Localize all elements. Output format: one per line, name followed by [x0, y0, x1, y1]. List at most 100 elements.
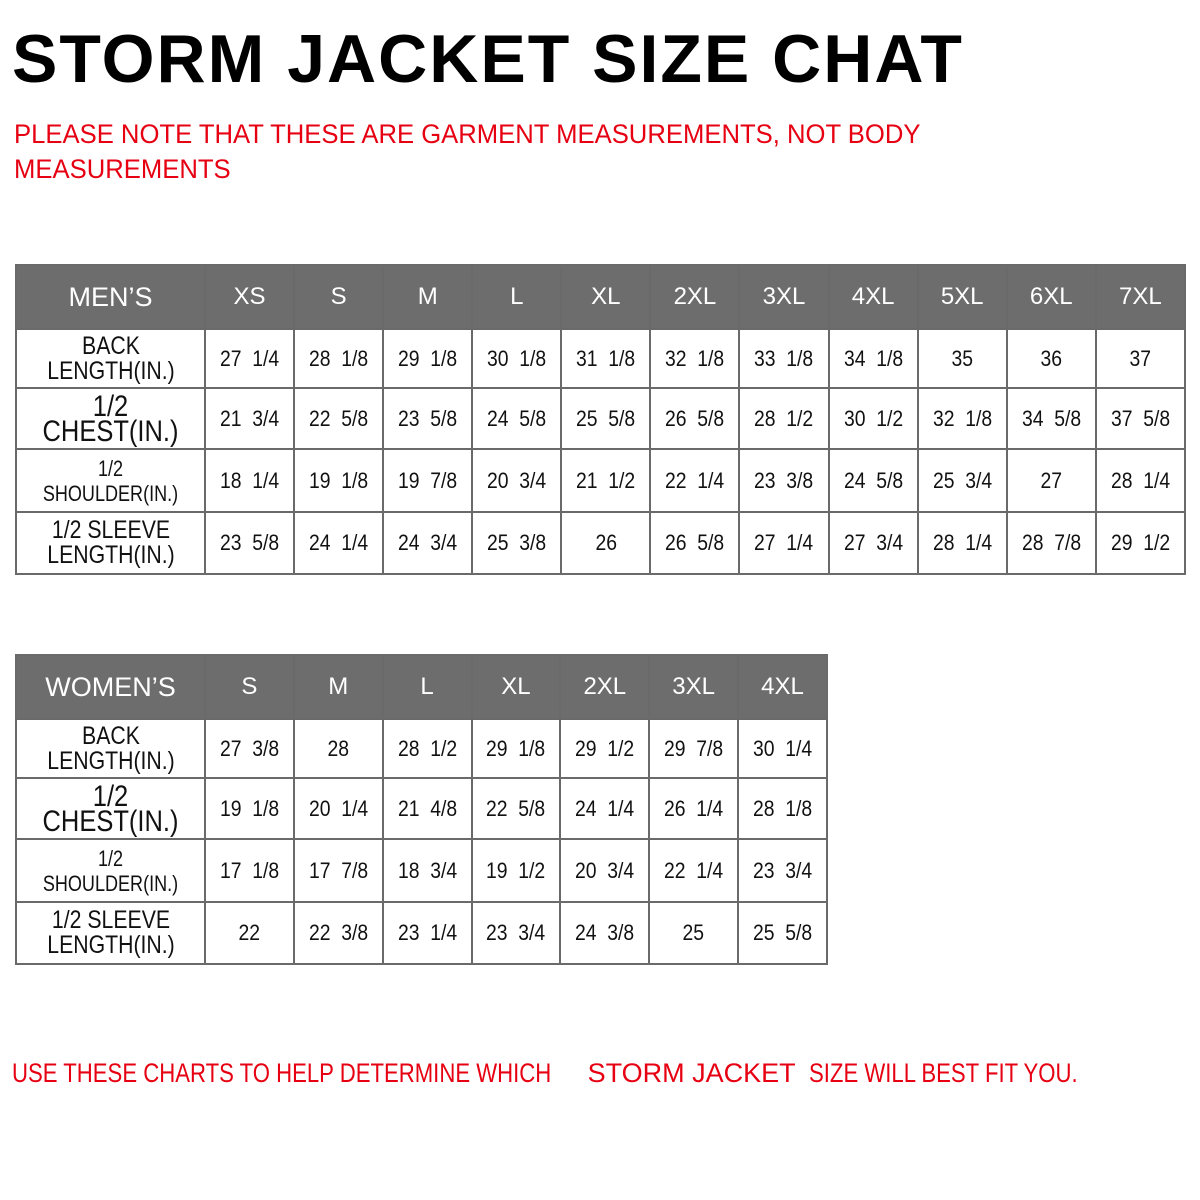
- measurement-cell: 19 1/2: [470, 838, 562, 903]
- measurement-value: 29 1/8: [486, 735, 546, 761]
- measurement-value: 18 1/4: [219, 467, 280, 493]
- measurement-value: 25: [682, 920, 705, 945]
- footer-note: USE THESE CHARTS TO HELP DETERMINE WHICH…: [12, 1058, 1137, 1089]
- row-label-text: 1/2 SHOULDER(IN.): [42, 845, 179, 896]
- measurement-cell: 35: [916, 328, 1008, 389]
- measurement-value: 19 1/8: [219, 795, 279, 821]
- table-row: 1/2 SHOULDER(IN.) 18 1/4 19 1/8 19 7/8 20 3/…: [15, 448, 1187, 513]
- row-label-text: 1/2 SLEEVE LENGTH(IN.): [46, 516, 175, 569]
- page-title: STORM JACKET SIZE CHAT: [12, 21, 964, 97]
- measurement-cell: 23 1/4: [381, 901, 473, 965]
- row-label-text: 1/2 SHOULDER(IN.): [42, 455, 179, 506]
- footer-part1: USE THESE CHARTS TO HELP DETERMINE WHICH: [12, 1058, 552, 1088]
- measurement-value: 22 1/4: [665, 467, 725, 493]
- corner-header: WOMEN’S: [15, 654, 206, 720]
- size-header: 3XL: [738, 264, 830, 330]
- measurement-cell: 29 1/8: [470, 718, 562, 779]
- size-header: M: [382, 264, 474, 330]
- measurement-value: 19 1/8: [309, 467, 369, 493]
- measurement-value: 31 1/8: [576, 345, 636, 371]
- measurement-value: 25 3/4: [932, 467, 992, 493]
- measurement-cell: 19 7/8: [382, 448, 474, 513]
- measurement-cell: 22 1/4: [648, 838, 740, 903]
- measurement-value: 27 1/4: [219, 345, 280, 371]
- measurement-cell: 24 5/8: [471, 387, 563, 450]
- measurement-value: 19 1/2: [486, 857, 546, 883]
- measurement-value: 37 5/8: [1110, 405, 1170, 431]
- measurement-value: 28 1/2: [754, 405, 814, 431]
- footer-product-name: STORM JACKET: [587, 1058, 796, 1088]
- measurement-cell: 25 5/8: [560, 387, 652, 450]
- measurement-value: 22 5/8: [486, 795, 546, 821]
- measurement-value: 30 1/2: [843, 405, 903, 431]
- measurement-value: 24 3/4: [398, 530, 458, 555]
- measurement-cell: 17 7/8: [292, 838, 384, 903]
- row-label-text: 1/2 CHEST(IN.): [42, 389, 179, 448]
- measurement-cell: 27 3/8: [204, 718, 295, 779]
- measurement-cell: 19 1/8: [293, 448, 385, 513]
- measurement-cell: 30 1/4: [737, 718, 828, 779]
- measurement-value: 32 1/8: [665, 345, 725, 371]
- measurement-value: 20 3/4: [487, 467, 547, 493]
- measurement-cell: 20 3/4: [559, 838, 651, 903]
- measurement-cell: 22 1/4: [649, 448, 741, 513]
- measurement-cell: 29 1/8: [382, 328, 474, 389]
- measurement-cell: 27 3/4: [827, 511, 919, 575]
- measurement-cell: 34 1/8: [827, 328, 919, 389]
- measurement-cell: 22 3/8: [292, 901, 384, 965]
- measurement-value: 23 3/4: [486, 920, 546, 945]
- size-header: 7XL: [1094, 264, 1187, 330]
- header-row: WOMEN’S S M L XL 2XL 3XL 4XL: [15, 654, 828, 720]
- measurement-cell: 25 3/4: [916, 448, 1008, 513]
- measurement-value: 27 3/8: [219, 735, 279, 761]
- measurement-value: 20 3/4: [575, 857, 635, 883]
- measurement-value: 28 1/8: [752, 795, 813, 821]
- measurement-cell: 28: [292, 718, 384, 779]
- footer-part3: SIZE WILL BEST FIT YOU.: [809, 1058, 1078, 1088]
- size-header: 2XL: [559, 654, 651, 720]
- row-label: 1/2 SHOULDER(IN.): [15, 448, 206, 513]
- garment-measurement-note: PLEASE NOTE THAT THESE ARE GARMENT MEASU…: [14, 119, 921, 184]
- measurement-cell: 28 1/8: [293, 328, 385, 389]
- measurement-cell: 28 1/2: [381, 718, 473, 779]
- measurement-value: 27 3/4: [843, 530, 903, 555]
- measurement-cell: 29 1/2: [559, 718, 651, 779]
- measurement-value: 23 3/8: [754, 467, 814, 493]
- measurement-value: 24 5/8: [843, 467, 903, 493]
- measurement-value: 26: [595, 530, 617, 555]
- measurement-cell: 27 1/4: [203, 328, 296, 389]
- size-header: L: [381, 654, 473, 720]
- measurement-value: 29 1/8: [398, 345, 458, 371]
- measurement-value: 24 1/4: [575, 795, 635, 821]
- measurement-value: 19 7/8: [398, 467, 458, 493]
- measurement-value: 23 3/4: [752, 857, 813, 883]
- corner-header: MEN’S: [15, 264, 206, 330]
- measurement-cell: 25 3/8: [471, 511, 563, 575]
- measurement-cell: 28 1/2: [738, 387, 830, 450]
- measurement-value: 22: [238, 920, 261, 945]
- size-header: L: [471, 264, 563, 330]
- measurement-cell: 31 1/8: [560, 328, 652, 389]
- measurement-value: 23 5/8: [219, 530, 280, 555]
- measurement-value: 29 7/8: [664, 735, 724, 761]
- measurement-cell: 25 5/8: [737, 901, 828, 965]
- size-header: XS: [203, 264, 296, 330]
- measurement-value: 28 1/2: [397, 735, 457, 761]
- measurement-value: 30 1/4: [752, 735, 813, 761]
- measurement-value: 34 1/8: [843, 345, 903, 371]
- size-header: 6XL: [1005, 264, 1097, 330]
- measurement-cell: 23 3/4: [470, 901, 562, 965]
- row-label: 1/2 SHOULDER(IN.): [15, 838, 206, 903]
- row-label: 1/2 CHEST(IN.): [15, 777, 206, 840]
- measurement-cell: 27 1/4: [738, 511, 830, 575]
- measurement-value: 24 1/4: [309, 530, 369, 555]
- measurement-cell: 17 1/8: [204, 838, 295, 903]
- size-header: 4XL: [827, 264, 919, 330]
- measurement-value: 22 1/4: [664, 857, 724, 883]
- measurement-value: 27: [1040, 467, 1063, 493]
- measurement-value: 29 1/2: [575, 735, 635, 761]
- measurement-cell: 32 1/8: [916, 387, 1008, 450]
- measurement-value: 28 1/8: [309, 345, 369, 371]
- measurement-value: 25 3/8: [487, 530, 547, 555]
- measurement-cell: 30 1/8: [471, 328, 563, 389]
